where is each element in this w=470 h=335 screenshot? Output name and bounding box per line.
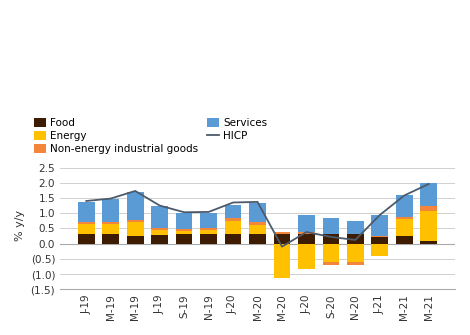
Bar: [151, 236, 168, 244]
Bar: [322, 218, 339, 234]
Bar: [102, 224, 119, 234]
Bar: [102, 234, 119, 244]
Bar: [322, 244, 339, 263]
Bar: [200, 234, 217, 244]
Bar: [371, 244, 388, 256]
Bar: [371, 237, 388, 244]
Bar: [176, 234, 192, 244]
Bar: [249, 222, 266, 225]
Bar: [298, 244, 315, 269]
Bar: [274, 234, 290, 244]
Y-axis label: % y/y: % y/y: [15, 210, 25, 241]
Bar: [298, 215, 315, 232]
Bar: [396, 217, 413, 219]
Bar: [274, 244, 290, 278]
Bar: [127, 236, 143, 244]
Bar: [176, 229, 192, 231]
Bar: [127, 220, 143, 222]
Bar: [298, 232, 315, 234]
Bar: [225, 233, 242, 244]
Bar: [371, 215, 388, 236]
Bar: [78, 202, 94, 222]
Bar: [421, 183, 437, 206]
Bar: [200, 228, 217, 230]
Bar: [102, 199, 119, 222]
Bar: [347, 221, 364, 234]
Bar: [322, 263, 339, 265]
Bar: [151, 230, 168, 236]
Bar: [151, 228, 168, 230]
Bar: [78, 224, 94, 233]
Bar: [225, 205, 242, 218]
Bar: [151, 206, 168, 228]
Bar: [127, 222, 143, 236]
Bar: [421, 211, 437, 241]
Bar: [78, 233, 94, 244]
Bar: [396, 195, 413, 217]
Bar: [176, 231, 192, 234]
Bar: [347, 244, 364, 263]
Bar: [249, 203, 266, 222]
Bar: [396, 236, 413, 244]
Bar: [225, 218, 242, 221]
Bar: [249, 234, 266, 244]
Bar: [78, 222, 94, 224]
Bar: [347, 263, 364, 265]
Legend: Food, Energy, Non-energy industrial goods, Services, HICP: Food, Energy, Non-energy industrial good…: [34, 118, 267, 154]
Bar: [225, 221, 242, 233]
Bar: [127, 192, 143, 220]
Bar: [396, 219, 413, 236]
Bar: [274, 232, 290, 234]
Bar: [176, 213, 192, 229]
Bar: [249, 225, 266, 234]
Bar: [421, 241, 437, 244]
Bar: [347, 234, 364, 244]
Bar: [200, 230, 217, 234]
Bar: [371, 236, 388, 237]
Bar: [322, 234, 339, 244]
Bar: [200, 212, 217, 228]
Bar: [421, 206, 437, 211]
Bar: [102, 222, 119, 224]
Bar: [298, 234, 315, 244]
